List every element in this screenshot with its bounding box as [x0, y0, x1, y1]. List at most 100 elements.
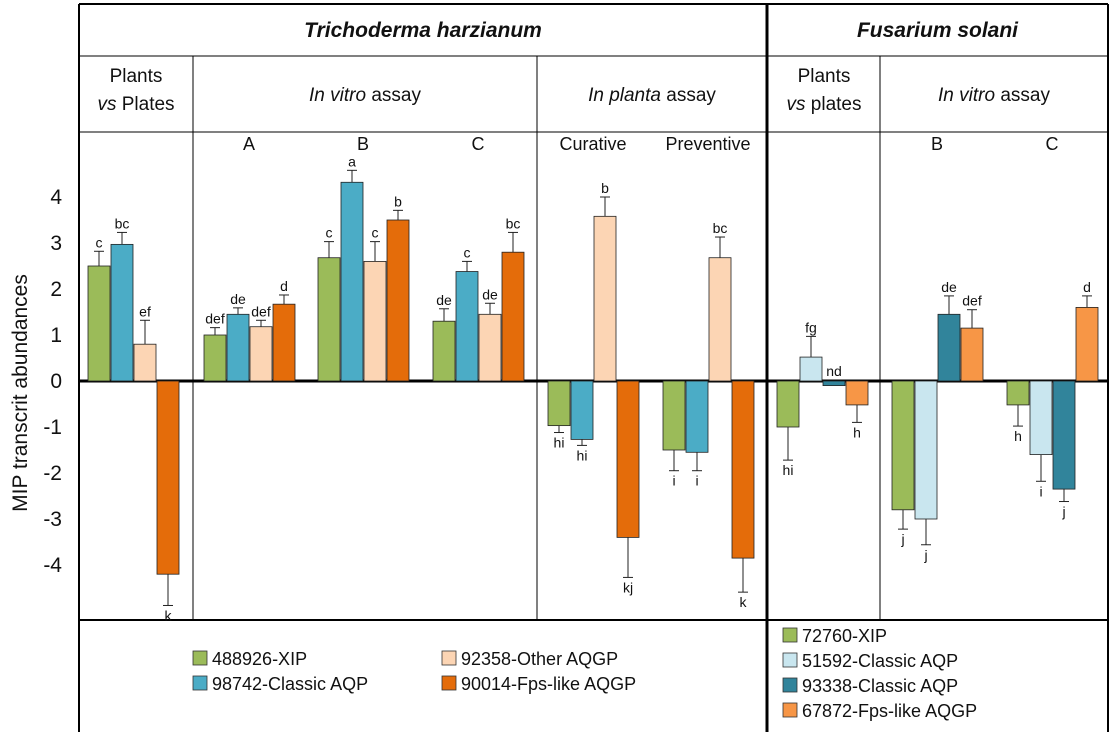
significance-label: i [1039, 483, 1042, 499]
significance-label: d [1083, 279, 1091, 295]
significance-label: h [1014, 428, 1022, 444]
bar [914, 380, 938, 520]
significance-label: def [251, 303, 271, 319]
bar [776, 380, 800, 428]
legend-swatch [782, 677, 798, 693]
subheader-text: assay [995, 85, 1050, 106]
significance-label: de [941, 279, 957, 295]
bar [616, 380, 640, 538]
bar-group: cbc ef k [87, 215, 180, 623]
significance-label: ef [139, 303, 151, 319]
group-label: A [243, 134, 255, 154]
bar [799, 356, 823, 382]
bar [1052, 380, 1076, 490]
bar-group: hi fg nd h [776, 319, 869, 478]
significance-label: j [1061, 504, 1065, 520]
significance-label: i [695, 473, 698, 489]
bar [1006, 380, 1030, 406]
bar [891, 380, 915, 511]
header-row: Trichoderma harzianum Fusarium solani Plan… [97, 19, 1050, 115]
bar [547, 380, 571, 427]
bar [570, 380, 594, 440]
legend-swatch [192, 650, 208, 666]
significance-label: def [205, 311, 225, 327]
bar [133, 343, 157, 382]
bar [937, 313, 961, 382]
subheader-line2: vs plates [787, 94, 862, 115]
subheader-italic: In vitro [938, 85, 995, 106]
significance-label: hi [783, 462, 794, 478]
y-tick-label: 0 [50, 370, 62, 393]
subheader-text: plates [806, 94, 862, 115]
group-label: C [1046, 134, 1059, 154]
subheader-italic: vs [97, 94, 117, 115]
y-tick-label: -1 [43, 416, 62, 439]
significance-label: def [962, 293, 982, 309]
legend-swatch [441, 650, 457, 666]
significance-label: b [394, 193, 402, 209]
legend: 488926-XIP 98742-Classic AQP 92358-Other A… [192, 626, 977, 721]
group-label: C [472, 134, 485, 154]
bar [363, 260, 387, 382]
bar [272, 303, 296, 382]
subheader-italic: In planta [588, 85, 661, 106]
subheader-line1: Plants [110, 66, 163, 87]
y-tick-label: -2 [43, 462, 62, 485]
bar-group: Ch i j d [1006, 134, 1099, 520]
bar [731, 380, 755, 559]
legend-entry: 488926-XIP [212, 649, 307, 669]
legend-swatch [782, 652, 798, 668]
significance-label: de [482, 286, 498, 302]
legend-swatch [782, 702, 798, 718]
bars-layer: cbcefkAdefdedefdBcacbCdecdebcCurativehih… [87, 134, 1099, 623]
y-tick-label: -4 [43, 554, 62, 577]
significance-label: k [165, 607, 173, 623]
subheader-italic: vs [787, 94, 807, 115]
subheader-line2: vs Plates [97, 94, 174, 115]
bar [317, 257, 341, 382]
y-tick-label: 4 [50, 186, 62, 209]
group-label: Preventive [665, 134, 750, 154]
legend-entry: 98742-Classic AQP [212, 674, 368, 694]
significance-label: a [348, 153, 356, 169]
bar-group: Preventive i i bc k [662, 134, 755, 610]
group-label: Curative [559, 134, 626, 154]
bar [455, 271, 479, 382]
subheader-text: assay [366, 85, 421, 106]
legend-entry: 72760-XIP [802, 626, 887, 646]
significance-label: bc [506, 215, 521, 231]
significance-label: de [230, 291, 246, 307]
bar [110, 243, 134, 382]
legend-entry: 90014-Fps-like AQGP [461, 674, 636, 694]
bar [340, 181, 364, 382]
bar [156, 380, 180, 575]
bar [226, 313, 250, 382]
y-tick-label: 3 [50, 232, 62, 255]
bar [685, 380, 709, 453]
subheader-assay: In vitro assay [938, 85, 1050, 106]
significance-label: c [96, 234, 103, 250]
significance-label: bc [713, 220, 728, 236]
significance-label: nd [826, 363, 842, 379]
group-label: B [931, 134, 943, 154]
species-header-trichoderma: Trichoderma harzianum [304, 19, 542, 42]
bar [822, 380, 846, 386]
group-label: B [357, 134, 369, 154]
bar [87, 265, 111, 382]
bar [960, 327, 984, 382]
significance-label: c [464, 244, 471, 260]
significance-label: c [372, 225, 379, 241]
subheader-italic: In vitro [309, 85, 366, 106]
bar [478, 313, 502, 382]
bar [593, 215, 617, 382]
subheader-assay: In planta assay [588, 85, 716, 106]
legend-swatch [192, 675, 208, 691]
legend-entry: 67872-Fps-like AQGP [802, 701, 977, 721]
subheader-text: Plates [116, 94, 174, 115]
bar [845, 380, 869, 406]
